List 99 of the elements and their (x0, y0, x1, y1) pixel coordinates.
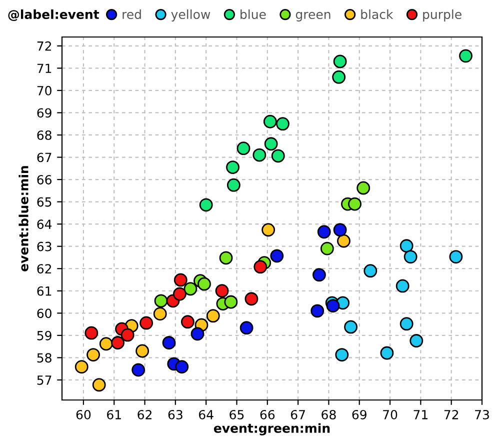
point (198, 277, 211, 291)
point (332, 70, 346, 84)
x-tick-label: 71 (414, 410, 428, 420)
point (264, 137, 278, 151)
x-tick-label: 63 (168, 410, 182, 420)
point (335, 348, 349, 362)
x-tick-label: 73 (475, 410, 489, 420)
y-tick-label: 71 (37, 64, 52, 73)
y-tick-label: 70 (37, 86, 52, 96)
point (252, 148, 266, 162)
point (254, 260, 268, 274)
x-tick-label: 69 (352, 410, 366, 420)
point (215, 284, 229, 298)
point (333, 223, 347, 237)
x-tick-label: 72 (444, 410, 458, 420)
point (219, 251, 233, 265)
point (270, 249, 284, 263)
point (396, 279, 410, 293)
y-tick-label: 60 (37, 308, 52, 318)
y-tick-label: 63 (37, 242, 52, 252)
point (206, 309, 220, 323)
y-tick-label: 68 (37, 130, 52, 140)
point (337, 234, 350, 248)
legend-label: red (122, 9, 141, 20)
point (364, 264, 378, 278)
x-axis-title: event:green:min (214, 423, 330, 436)
point (400, 239, 414, 253)
y-tick-label: 58 (37, 353, 52, 363)
y-tick-label: 62 (37, 264, 52, 274)
x-tick-label: 64 (199, 410, 214, 420)
y-tick-label: 61 (37, 286, 52, 296)
legend-title: @label:event (8, 9, 100, 22)
point (320, 242, 334, 256)
point (262, 223, 276, 237)
x-tick-label: 67 (290, 410, 305, 420)
point (348, 197, 362, 211)
point (224, 295, 238, 309)
point (333, 54, 347, 68)
point (263, 114, 277, 128)
point (226, 160, 240, 174)
point (459, 49, 472, 63)
point (173, 287, 186, 301)
y-tick-label: 64 (37, 220, 52, 229)
legend-label: black (361, 9, 394, 20)
y-tick-label: 69 (37, 108, 52, 118)
point (326, 299, 340, 313)
point (153, 307, 167, 321)
point (132, 363, 146, 377)
x-tick-label: 61 (107, 410, 121, 420)
x-tick-label: 68 (322, 410, 336, 420)
point (240, 321, 254, 335)
y-tick-label: 67 (37, 152, 52, 162)
point (400, 317, 414, 331)
point (136, 344, 150, 358)
point (226, 178, 240, 192)
point (154, 294, 168, 308)
point (99, 337, 113, 351)
x-tick-label: 60 (76, 410, 91, 420)
y-axis-title: event:blue:min (18, 166, 28, 272)
point (162, 336, 176, 350)
point (404, 250, 418, 264)
y-tick-label: 57 (37, 376, 52, 385)
legend-label: blue (240, 9, 266, 20)
x-tick-label: 70 (383, 410, 398, 420)
point (317, 225, 331, 239)
legend-label: green (296, 12, 330, 22)
point (449, 250, 463, 264)
point (244, 292, 258, 306)
point (190, 327, 204, 341)
point (184, 282, 198, 296)
point (174, 273, 188, 287)
x-tick-label: 65 (230, 410, 244, 420)
point (199, 198, 213, 212)
point (86, 348, 100, 362)
point (236, 142, 250, 156)
point (380, 346, 394, 360)
x-tick-label: 62 (138, 410, 152, 420)
point (312, 268, 326, 282)
point (120, 328, 134, 342)
point (84, 326, 98, 340)
y-tick-label: 59 (37, 330, 52, 340)
legend-label: purple (423, 9, 462, 22)
point (92, 378, 106, 392)
point (175, 360, 189, 374)
point (140, 316, 154, 330)
point (74, 360, 88, 374)
point (271, 149, 285, 163)
point (276, 117, 290, 131)
y-tick-label: 66 (37, 175, 52, 184)
y-tick-label: 72 (37, 41, 52, 51)
point (310, 304, 324, 318)
point (410, 334, 424, 348)
point (356, 181, 370, 195)
y-tick-label: 65 (37, 197, 52, 207)
x-tick-label: 66 (260, 410, 275, 420)
point (111, 336, 125, 350)
point (344, 320, 358, 334)
point (180, 315, 194, 329)
legend-label: yellow (171, 9, 210, 22)
